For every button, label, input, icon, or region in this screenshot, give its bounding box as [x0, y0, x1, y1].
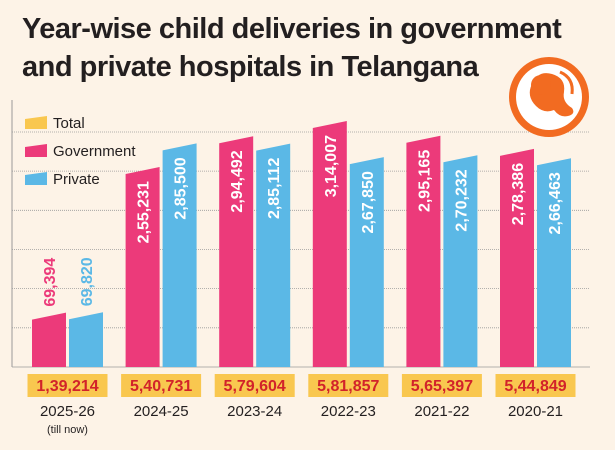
total-value-label: 5,40,731 [130, 378, 192, 395]
government-value-label: 3,14,007 [323, 135, 340, 197]
year-label: 2020-21 [508, 403, 563, 420]
total-box [308, 374, 389, 397]
legend-swatch-total [25, 116, 47, 129]
total-value-label: 5,44,849 [504, 378, 566, 395]
private-value-label: 2,70,232 [453, 169, 470, 231]
title-line-1: Year-wise child deliveries in government [22, 13, 562, 45]
legend-label-private: Private [53, 171, 100, 188]
government-value-label: 2,95,165 [416, 150, 433, 212]
private-bar [349, 157, 384, 367]
government-bar [125, 167, 160, 367]
government-value-label: 69,394 [42, 258, 59, 307]
legend-swatch-government [25, 144, 47, 157]
private-value-label: 2,85,112 [266, 158, 283, 220]
year-label: 2023-24 [227, 403, 282, 420]
government-bar [219, 136, 254, 367]
legend-label-total: Total [53, 115, 85, 132]
icon-cord [559, 70, 574, 95]
total-box [214, 374, 295, 397]
private-bar [537, 158, 571, 367]
year-label: 2021-22 [414, 403, 469, 420]
icon-head [531, 75, 551, 95]
total-value-label: 5,79,604 [224, 378, 286, 395]
government-value-label: 2,78,386 [510, 163, 527, 225]
government-bar [312, 121, 347, 367]
total-value-label: 5,81,857 [317, 378, 379, 395]
total-box [495, 374, 576, 397]
private-value-label: 2,66,463 [547, 172, 564, 234]
government-value-label: 2,94,492 [229, 150, 246, 212]
government-bar [406, 135, 441, 367]
year-label: 2024-25 [134, 403, 189, 420]
private-value-label: 2,67,850 [360, 171, 377, 233]
government-bar [500, 148, 534, 367]
total-box [121, 374, 202, 397]
private-value-label: 69,820 [79, 257, 96, 306]
private-bar [443, 155, 478, 367]
baby-fetus-icon [509, 57, 589, 137]
legend-label-government: Government [53, 143, 136, 160]
year-label: 2022-23 [321, 403, 376, 420]
legend-swatch-private [25, 172, 47, 185]
total-value-label: 5,65,397 [411, 378, 473, 395]
total-value-label: 1,39,214 [36, 378, 98, 395]
private-bar [69, 312, 103, 367]
total-box [401, 374, 482, 397]
title-line-2: and private hospitals in Telangana [22, 51, 479, 83]
total-box [27, 374, 108, 397]
year-label: 2025-26 [40, 403, 95, 420]
chart-title: Year-wise child deliveries in government… [22, 10, 582, 86]
government-bar [32, 312, 66, 367]
year-note-label: (till now) [47, 424, 88, 436]
private-bar [256, 143, 291, 367]
private-value-label: 2,85,500 [173, 157, 190, 219]
government-value-label: 2,55,231 [136, 181, 153, 243]
private-bar [162, 143, 197, 367]
